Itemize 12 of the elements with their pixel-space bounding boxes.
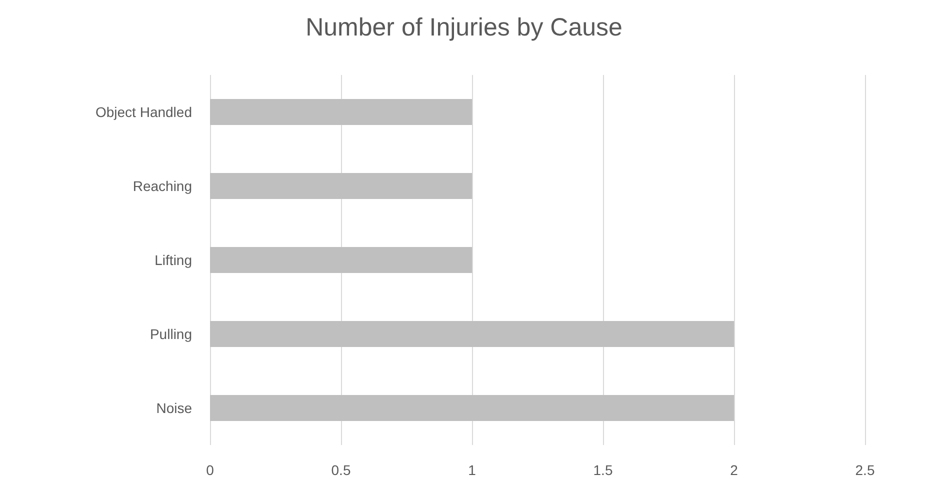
chart-title: Number of Injuries by Cause: [306, 14, 622, 42]
x-tick-label: 1: [468, 462, 476, 478]
x-tick-label: 0.5: [331, 462, 351, 478]
x-tick-label: 1.5: [593, 462, 613, 478]
y-tick-label: Noise: [156, 400, 192, 416]
x-tick-label: 2.5: [855, 462, 875, 478]
x-tick-label: 0: [206, 462, 214, 478]
y-tick-label: Reaching: [132, 178, 192, 194]
x-tick-label: 2: [730, 462, 738, 478]
y-tick-label: Pulling: [150, 326, 192, 342]
y-tick-label: Object Handled: [95, 104, 192, 120]
y-tick-label: Lifting: [154, 252, 192, 268]
